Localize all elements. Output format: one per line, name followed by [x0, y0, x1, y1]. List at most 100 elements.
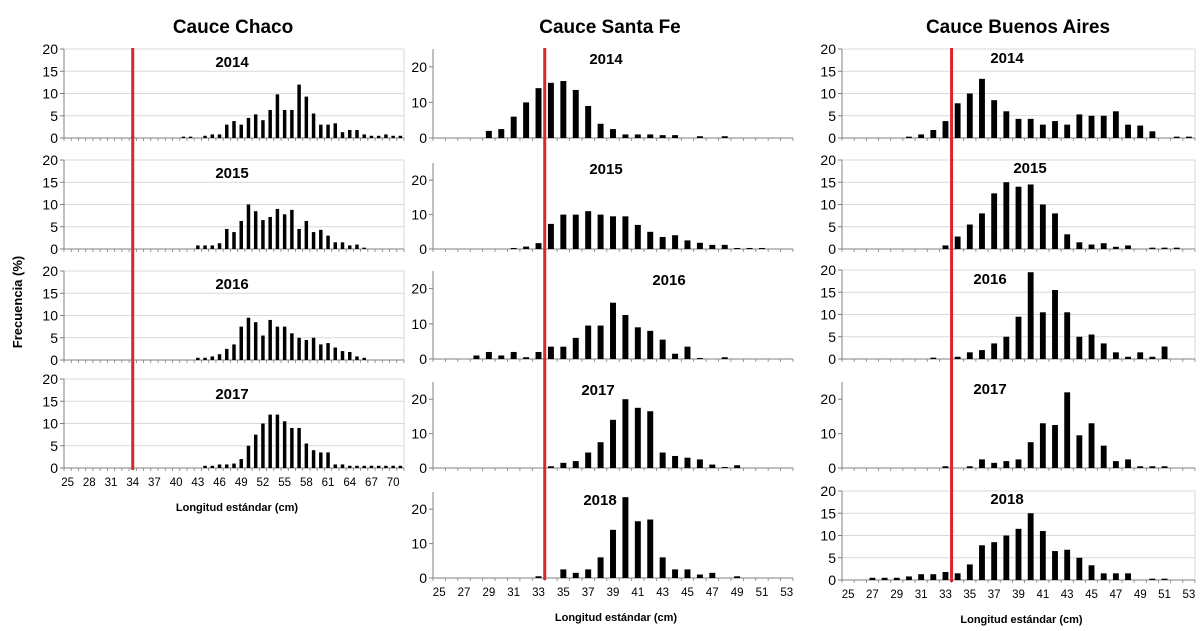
bar-santa-fe-2016-42 — [647, 330, 654, 359]
y-tick-label: 15 — [820, 284, 836, 300]
bar-buenos-aires-2018-38 — [1003, 535, 1010, 580]
bar-buenos-aires-2016-38 — [1003, 336, 1010, 359]
y-tick-label: 10 — [411, 426, 427, 442]
panel-title-santa-fe-2017: 2017 — [581, 382, 614, 399]
bar-chaco-2017-68 — [376, 465, 381, 468]
bar-santa-fe-2017-36 — [572, 461, 579, 468]
bar-chaco-2017-52 — [261, 423, 265, 468]
x-tick-label: 29 — [482, 587, 495, 599]
bar-santa-fe-2014-29 — [485, 130, 492, 138]
bar-buenos-aires-2014-42 — [1052, 121, 1058, 138]
x-tick-label: 25 — [842, 589, 855, 601]
bar-santa-fe-2015-37 — [585, 211, 592, 249]
bar-buenos-aires-2018-27 — [869, 577, 876, 580]
bar-santa-fe-2018-46 — [696, 574, 703, 578]
bar-santa-fe-2016-44 — [672, 353, 679, 359]
x-tick-label: 46 — [213, 477, 226, 489]
y-tick-label: 10 — [42, 197, 58, 213]
bar-santa-fe-2014-35 — [560, 81, 567, 138]
bar-santa-fe-2016-33 — [535, 351, 542, 359]
x-tick-label: 33 — [532, 587, 545, 599]
bar-santa-fe-2018-37 — [585, 569, 592, 578]
bar-buenos-aires-2016-48 — [1125, 356, 1131, 359]
bar-chaco-2014-44 — [203, 135, 207, 138]
panel-santa-fe-2017: 0 10 20 2017 — [411, 382, 794, 476]
bar-santa-fe-2015-31 — [510, 247, 517, 249]
bar-buenos-aires-2018-50 — [1149, 578, 1156, 580]
bar-santa-fe-2017-48 — [721, 466, 728, 468]
bar-buenos-aires-2016-35 — [966, 352, 973, 359]
bar-buenos-aires-2018-37 — [991, 542, 998, 580]
bar-buenos-aires-2015-45 — [1088, 244, 1095, 249]
y-tick-label: 20 — [820, 483, 836, 499]
bar-chaco-2016-60 — [319, 344, 323, 360]
bar-chaco-2014-42 — [188, 136, 193, 138]
y-tick-label: 20 — [42, 152, 58, 168]
bar-chaco-2014-52 — [261, 120, 265, 138]
bar-santa-fe-2016-35 — [560, 346, 567, 359]
bar-buenos-aires-2018-48 — [1125, 573, 1131, 580]
bar-santa-fe-2015-50 — [746, 247, 753, 249]
bar-santa-fe-2017-39 — [610, 419, 616, 468]
bar-buenos-aires-2014-38 — [1003, 111, 1010, 138]
bar-buenos-aires-2016-40 — [1027, 272, 1034, 359]
bar-buenos-aires-2015-46 — [1100, 243, 1107, 249]
y-tick-label: 5 — [50, 438, 58, 454]
bar-santa-fe-2015-45 — [684, 240, 691, 249]
bar-buenos-aires-2015-41 — [1039, 204, 1046, 249]
y-tick-label: 10 — [42, 308, 58, 324]
bar-santa-fe-2018-47 — [709, 572, 716, 578]
x-tick-label: 37 — [582, 587, 595, 599]
y-tick-label: 10 — [411, 207, 427, 223]
bar-santa-fe-2018-36 — [572, 572, 579, 578]
bar-chaco-2014-51 — [253, 114, 258, 138]
bar-chaco-2017-65 — [355, 465, 359, 468]
bar-buenos-aires-2018-44 — [1076, 557, 1083, 580]
bar-chaco-2017-70 — [391, 465, 395, 468]
x-tick-label: 70 — [387, 477, 400, 489]
bar-chaco-2015-62 — [333, 242, 338, 249]
bar-santa-fe-2018-45 — [684, 569, 691, 578]
bar-chaco-2017-63 — [340, 464, 345, 468]
y-tick-label: 10 — [820, 197, 836, 213]
panel-chaco-2015: 0 5 10 15 20 2015 — [42, 152, 405, 257]
bar-chaco-2016-48 — [232, 344, 236, 360]
y-tick-label: 15 — [42, 285, 58, 301]
x-tick-label: 49 — [731, 587, 744, 599]
bar-santa-fe-2016-31 — [510, 351, 517, 359]
panel-title-santa-fe-2018: 2018 — [583, 492, 616, 509]
bar-chaco-2017-62 — [333, 464, 338, 468]
y-tick-label: 10 — [820, 307, 836, 323]
bar-santa-fe-2017-37 — [585, 452, 592, 468]
bar-buenos-aires-2018-31 — [918, 574, 925, 580]
x-tick-label: 27 — [458, 587, 471, 599]
bar-buenos-aires-2015-48 — [1125, 245, 1131, 249]
bar-buenos-aires-2017-48 — [1125, 459, 1131, 468]
bar-buenos-aires-2018-35 — [966, 564, 973, 580]
x-tick-label: 25 — [433, 587, 446, 599]
bar-santa-fe-2018-49 — [734, 576, 741, 578]
bar-chaco-2015-66 — [362, 247, 366, 249]
y-tick-label: 5 — [50, 330, 58, 346]
panel-buenos-aires-2018: 0 5 10 15 20 2018 25 27 29 31 33 35 37 39 41 43 45 47 49 51… — [820, 483, 1196, 626]
bar-buenos-aires-2014-50 — [1149, 131, 1156, 138]
bar-buenos-aires-2017-44 — [1076, 435, 1083, 468]
bar-santa-fe-2016-40 — [622, 315, 629, 359]
y-tick-label: 15 — [820, 505, 836, 521]
bar-santa-fe-2014-33 — [535, 88, 542, 138]
bar-santa-fe-2015-39 — [610, 216, 616, 249]
panel-chaco-2017: 0 5 10 15 20 2017 25 28 31 34 37 40 43 46 49 52 55 58 61 64… — [42, 371, 405, 514]
y-tick-label: 20 — [820, 391, 836, 407]
y-tick-label: 0 — [828, 460, 836, 476]
bar-buenos-aires-2016-43 — [1064, 312, 1071, 359]
plot-layer: 0510152020140510152020150510152020160510… — [42, 41, 1196, 626]
bar-santa-fe-2016-32 — [523, 357, 530, 359]
bar-chaco-2015-45 — [210, 245, 215, 249]
bar-santa-fe-2016-38 — [597, 325, 604, 359]
bar-santa-fe-2014-36 — [572, 89, 579, 138]
panel-santa-fe-2016: 0 10 20 2016 — [411, 271, 794, 367]
bar-buenos-aires-2014-46 — [1100, 115, 1107, 138]
bar-buenos-aires-2016-51 — [1161, 346, 1168, 359]
panel-buenos-aires-2017: 0 10 20 2017 — [820, 381, 1196, 476]
bar-chaco-2015-58 — [304, 220, 309, 249]
